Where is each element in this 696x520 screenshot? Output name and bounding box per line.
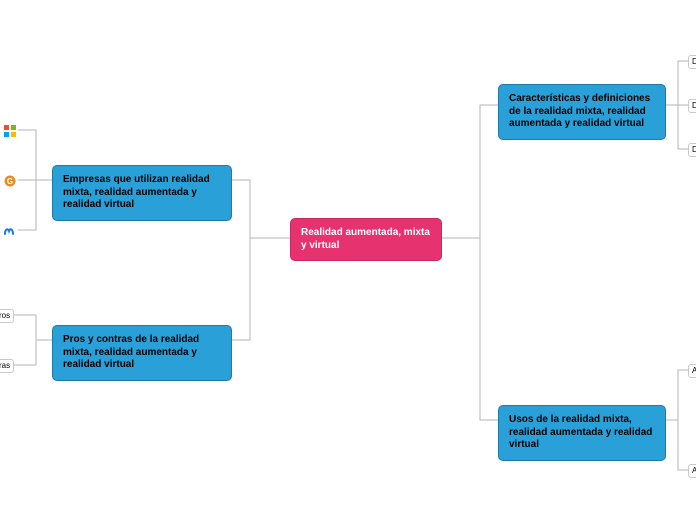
leaf-def-1[interactable]: Def bbox=[688, 55, 696, 69]
leaf-pros[interactable]: ros bbox=[0, 309, 14, 323]
leaf-apl-2[interactable]: Apl bbox=[688, 464, 696, 478]
node-caracteristicas[interactable]: Características y definiciones de la rea… bbox=[498, 84, 666, 140]
node-proscontras[interactable]: Pros y contras de la realidad mixta, rea… bbox=[52, 325, 232, 381]
microsoft-icon bbox=[4, 124, 16, 136]
leaf-def-2[interactable]: Def bbox=[688, 99, 696, 113]
node-usos[interactable]: Usos de la realidad mixta, realidad aume… bbox=[498, 405, 666, 461]
leaf-apl-1[interactable]: Apl bbox=[688, 364, 696, 378]
svg-text:G: G bbox=[7, 177, 13, 186]
meta-icon bbox=[4, 224, 16, 236]
node-empresas[interactable]: Empresas que utilizan realidad mixta, re… bbox=[52, 165, 232, 221]
leaf-def-3[interactable]: Def bbox=[688, 143, 696, 157]
leaf-contras[interactable]: ras bbox=[0, 359, 14, 373]
google-icon: G bbox=[4, 174, 16, 186]
center-node[interactable]: Realidad aumentada, mixta y virtual bbox=[290, 218, 442, 261]
